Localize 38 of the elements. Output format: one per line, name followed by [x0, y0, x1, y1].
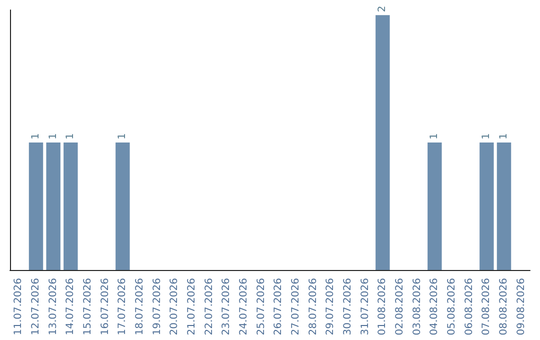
- x-tick-label: 19.07.2026: [152, 278, 163, 336]
- x-tick-label: 03.08.2026: [412, 278, 423, 336]
- x-tick-label: 24.07.2026: [238, 278, 250, 336]
- data-label: 1: [117, 133, 128, 140]
- data-label: 1: [65, 133, 76, 140]
- x-tick-label: 22.07.2026: [204, 278, 215, 336]
- x-tick-label: 18.07.2026: [134, 278, 146, 336]
- x-tick-label: 01.08.2026: [377, 278, 388, 336]
- x-tick-label: 16.07.2026: [100, 278, 111, 336]
- x-tick-label: 21.07.2026: [186, 278, 198, 336]
- x-tick-label: 31.07.2026: [360, 278, 371, 336]
- data-label: 1: [429, 133, 440, 140]
- x-tick-label: 27.07.2026: [290, 278, 302, 336]
- x-tick-label: 30.07.2026: [342, 278, 354, 336]
- data-label: 1: [30, 133, 42, 140]
- data-label: 1: [481, 133, 492, 140]
- x-tick-label: 26.07.2026: [273, 278, 284, 336]
- data-label: 2: [377, 6, 388, 12]
- x-tick-label: 13.07.2026: [48, 278, 59, 336]
- x-tick-label: 07.08.2026: [481, 278, 492, 336]
- x-tick-label: 04.08.2026: [429, 278, 440, 336]
- x-tick-label: 06.08.2026: [464, 278, 475, 336]
- x-tick-label: 23.07.2026: [221, 278, 232, 336]
- data-label: 1: [498, 133, 510, 140]
- x-tick-label: 25.07.2026: [256, 278, 267, 336]
- x-tick-label: 05.08.2026: [446, 278, 458, 336]
- data-label: 1: [48, 133, 59, 140]
- x-tick-label: 28.07.2026: [308, 278, 319, 336]
- x-tick-label: 12.07.2026: [30, 278, 42, 336]
- x-tick-label: 20.07.2026: [169, 278, 180, 336]
- x-tick-label: 29.07.2026: [325, 278, 336, 336]
- x-tick-label: 14.07.2026: [65, 278, 76, 336]
- x-tick-label: 15.07.2026: [82, 278, 94, 336]
- x-tick-label: 11.07.2026: [13, 278, 24, 336]
- x-tick-label: 08.08.2026: [498, 278, 510, 336]
- x-tick-label: 02.08.2026: [394, 278, 406, 336]
- x-tick-label: 09.08.2026: [516, 278, 527, 336]
- x-tick-label: 17.07.2026: [117, 278, 128, 336]
